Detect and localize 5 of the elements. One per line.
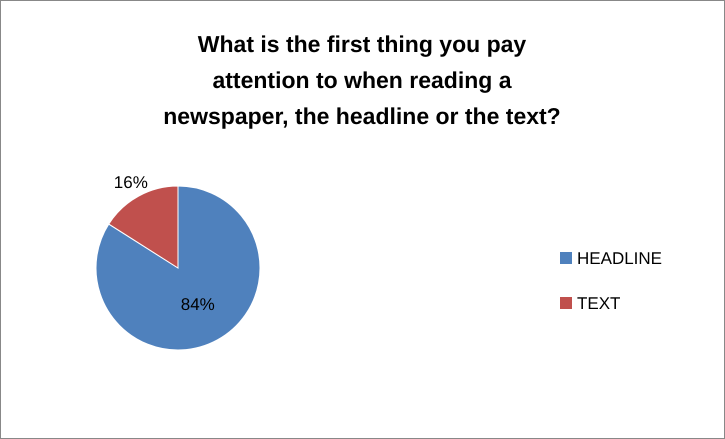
data-label: 84% (180, 294, 215, 314)
chart-title: What is the first thing you pay attention to when reading a newspaper, the headline or the text? (163, 31, 561, 129)
legend-label: HEADLINE (577, 248, 662, 268)
legend-label: TEXT (577, 294, 620, 313)
data-label: 16% (114, 173, 148, 192)
